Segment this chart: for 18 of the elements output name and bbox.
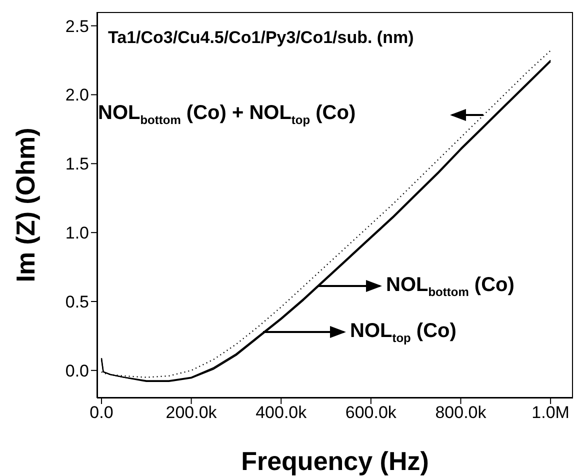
y-tick-label: 0.0 bbox=[65, 361, 89, 380]
y-tick-label: 1.0 bbox=[65, 224, 89, 243]
x-tick-label: 0.0 bbox=[90, 403, 114, 422]
annotation: NOL$_{bottom}$ (Co) + NOL$_{top}$ (Co) bbox=[98, 101, 356, 129]
annotation: NOL$_{top}$ (Co) bbox=[350, 319, 456, 347]
y-tick-label: 2.5 bbox=[65, 16, 89, 36]
x-axis-title: Frequency (Hz) bbox=[241, 446, 429, 476]
x-tick-label: 800.0k bbox=[435, 403, 487, 422]
y-tick-label: 0.5 bbox=[65, 292, 89, 312]
text: Ta1/Co3/Cu4.5/Co1/Py3/Co1/sub. (nm) bbox=[108, 28, 414, 48]
annotation: NOL$_{bottom}$ (Co) bbox=[386, 273, 514, 301]
x-tick-label: 600.0k bbox=[345, 403, 397, 422]
x-tick-label: 200.0k bbox=[166, 403, 218, 422]
y-axis-title: Im (Z) (Ohm) bbox=[10, 128, 42, 282]
x-tick-label: 1.0M bbox=[532, 403, 570, 422]
x-tick-label: 400.0k bbox=[256, 403, 308, 422]
y-tick-label: 1.5 bbox=[65, 154, 89, 174]
y-tick-label: 2.0 bbox=[65, 86, 89, 105]
